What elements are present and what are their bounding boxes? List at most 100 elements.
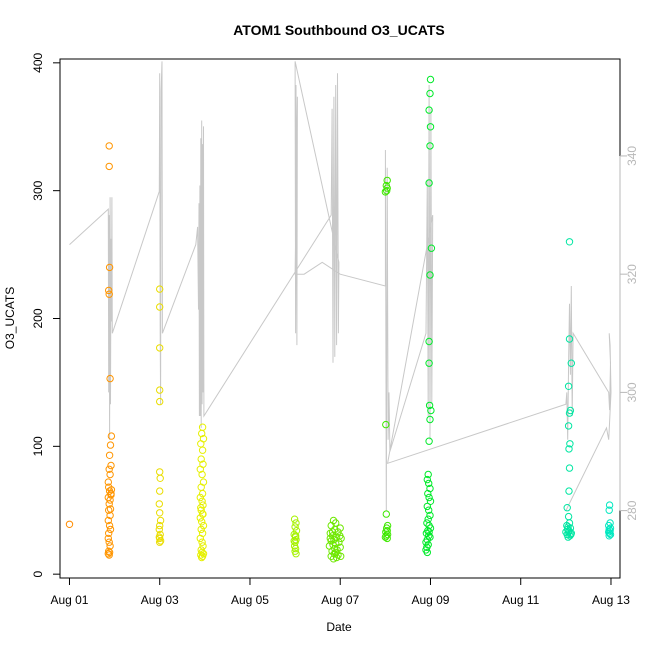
data-point (565, 464, 574, 472)
data-point (424, 489, 432, 498)
data-point (383, 184, 391, 192)
secondary-y-axis: 280 300 320 340 (619, 146, 639, 521)
data-point (564, 382, 573, 390)
secondary-trace-line (69, 61, 612, 511)
data-point (336, 524, 344, 532)
data-point (425, 359, 433, 367)
data-point (381, 533, 390, 541)
y-tick-label: 200 (31, 308, 45, 328)
data-point (564, 528, 573, 536)
data-point (198, 489, 207, 498)
data-point (290, 515, 299, 523)
series-group (381, 176, 392, 543)
data-point (156, 397, 164, 406)
x-axis-label: Date (326, 620, 352, 634)
data-point (564, 422, 573, 430)
data-point (155, 533, 164, 541)
y-tick-label: 400 (31, 52, 45, 72)
data-point (292, 550, 300, 558)
series-group (155, 285, 165, 546)
data-point (605, 532, 613, 540)
x-tick-label: Aug 05 (231, 593, 269, 607)
data-point (198, 553, 206, 562)
data-point (197, 506, 205, 514)
data-point (563, 504, 571, 512)
data-point (156, 285, 164, 293)
data-point (426, 497, 435, 505)
data-point (425, 532, 433, 540)
data-point (425, 337, 433, 346)
data-point (104, 478, 113, 486)
data-point (425, 401, 434, 410)
data-point (426, 89, 434, 98)
data-point (104, 550, 113, 558)
y-tick-label: 300 (31, 180, 45, 200)
secondary-line-layer (69, 61, 612, 511)
data-point (197, 440, 205, 448)
data-point (564, 512, 573, 521)
data-point (156, 509, 164, 517)
x-tick-label: Aug 09 (411, 593, 449, 607)
series-group (562, 238, 575, 541)
data-point (567, 359, 575, 367)
data-point (426, 511, 434, 520)
data-point (565, 335, 574, 343)
x-tick-label: Aug 11 (502, 593, 539, 607)
data-point (156, 537, 165, 545)
plot-frame (59, 58, 621, 579)
data-point (425, 493, 433, 502)
data-point (105, 142, 113, 150)
series-group (196, 423, 208, 562)
data-point (291, 544, 300, 553)
data-point (107, 489, 115, 498)
points-layer (65, 75, 615, 563)
series-group (65, 520, 74, 528)
series-group (605, 501, 615, 540)
data-point (198, 423, 207, 431)
data-point (606, 527, 614, 535)
data-point (65, 520, 74, 528)
data-point (337, 552, 345, 560)
data-point (106, 441, 115, 449)
data-point (196, 534, 205, 543)
data-point (292, 519, 300, 527)
data-point (328, 528, 337, 536)
data-point (426, 75, 435, 84)
data-point (197, 504, 205, 512)
y-tick-label: 100 (31, 436, 45, 456)
y-axis: 0 100 200 300 400 (31, 52, 61, 578)
data-point (198, 538, 206, 546)
data-point (105, 551, 113, 559)
y-axis-label: O3_UCATS (3, 287, 17, 349)
data-point (105, 506, 113, 514)
series-group (290, 515, 301, 558)
data-point (426, 123, 435, 131)
data-point (290, 537, 298, 545)
data-point (198, 518, 206, 526)
data-point (426, 142, 434, 150)
data-point (332, 548, 340, 557)
x-tick-label: Aug 01 (50, 593, 88, 607)
data-point (156, 344, 164, 352)
series-group (104, 142, 116, 559)
data-point (104, 516, 113, 525)
data-point (156, 386, 164, 394)
data-point (106, 525, 115, 534)
data-point (425, 528, 433, 536)
data-point (155, 525, 164, 534)
data-point (156, 474, 164, 482)
data-point (326, 534, 334, 543)
data-point (566, 532, 574, 540)
x-axis: Aug 01 Aug 03 Aug 05 Aug 07 Aug 09 Aug 11 Aug … (50, 577, 630, 607)
data-point (328, 547, 336, 555)
y2-tick-label: 340 (625, 146, 639, 166)
data-point (425, 479, 433, 488)
data-point (424, 515, 432, 523)
data-point (105, 290, 113, 298)
data-point (199, 521, 208, 530)
data-point (424, 470, 432, 479)
data-point (291, 523, 299, 531)
data-point (199, 542, 207, 550)
data-point (382, 510, 390, 518)
